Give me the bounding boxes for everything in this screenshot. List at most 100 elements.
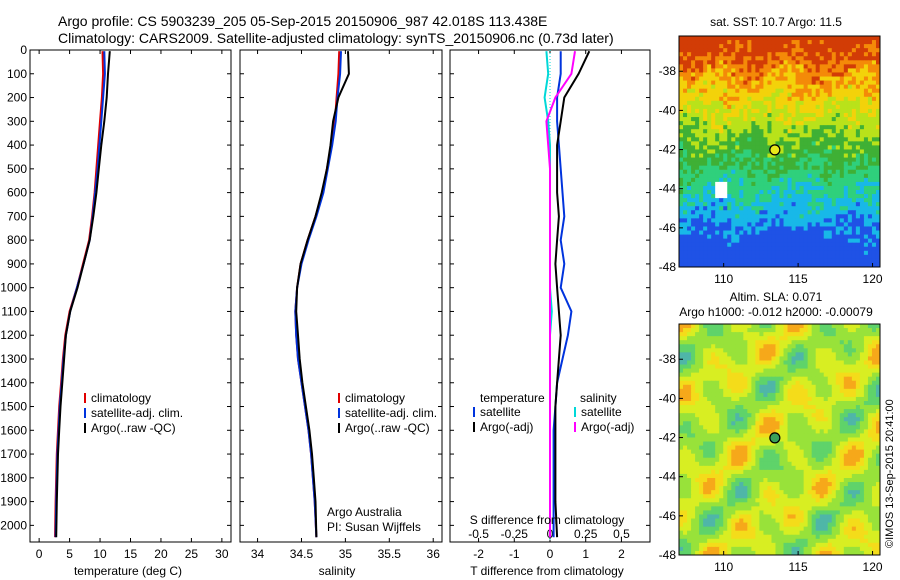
map-cell xyxy=(735,388,740,394)
map-cell xyxy=(683,121,688,126)
map-cell xyxy=(827,372,833,378)
map-cell xyxy=(783,421,789,426)
map-cell xyxy=(699,380,704,386)
map-cell xyxy=(711,64,716,69)
map-cell xyxy=(679,226,684,232)
map-cell xyxy=(859,238,865,244)
map-cell xyxy=(791,210,797,215)
map-cell xyxy=(699,230,704,236)
map-cell xyxy=(823,336,829,341)
map-cell xyxy=(735,376,740,382)
map-cell xyxy=(711,88,716,94)
map-cell xyxy=(799,165,805,171)
map-cell xyxy=(751,214,756,219)
map-cell xyxy=(839,145,845,150)
map-cell xyxy=(759,125,764,130)
map-cell xyxy=(843,56,849,61)
map-cell xyxy=(803,121,809,126)
map-cell xyxy=(679,165,684,171)
map-cell xyxy=(695,177,700,183)
map-cell xyxy=(735,258,740,264)
map-cell xyxy=(703,352,708,357)
map-cell xyxy=(763,380,768,386)
map-cell xyxy=(799,64,805,69)
map-cell xyxy=(703,360,708,366)
map-cell xyxy=(843,177,849,183)
map-cell xyxy=(691,145,696,150)
map-cell xyxy=(735,348,740,353)
map-cell xyxy=(787,88,793,94)
map-cell xyxy=(847,340,853,345)
map-cell xyxy=(843,80,849,86)
map-cell xyxy=(723,218,728,223)
y-tick-label: 600 xyxy=(7,186,27,200)
map-cell xyxy=(767,68,772,73)
map-cell xyxy=(779,100,785,106)
map-cell xyxy=(771,64,776,69)
map-cell xyxy=(775,96,780,102)
map-cell xyxy=(835,336,841,341)
map-cell xyxy=(695,368,700,374)
map-cell xyxy=(863,348,869,353)
series-line xyxy=(55,51,111,538)
map-cell xyxy=(819,230,825,236)
map-cell xyxy=(851,96,857,102)
map-cell xyxy=(807,254,813,260)
map-cell xyxy=(687,100,692,106)
map-cell xyxy=(727,141,732,146)
map-cell xyxy=(723,250,728,256)
map-cell xyxy=(791,222,797,227)
map-cell xyxy=(823,356,829,361)
map-cell xyxy=(739,396,744,402)
map-cell xyxy=(815,121,821,126)
map-cell xyxy=(859,218,865,223)
map-cell xyxy=(851,421,857,426)
map-cell xyxy=(683,421,688,426)
map-cell xyxy=(871,210,877,215)
map-cell xyxy=(839,88,845,94)
map-cell xyxy=(703,449,708,455)
map-cell xyxy=(699,113,704,118)
map-cell xyxy=(871,185,877,191)
map-cell xyxy=(727,218,732,223)
map-cell xyxy=(699,214,704,219)
map-cell xyxy=(815,100,821,106)
map-cell xyxy=(715,181,720,187)
map-cell xyxy=(771,44,776,49)
map-cell xyxy=(731,100,736,106)
map-cell xyxy=(827,324,833,329)
map-cell xyxy=(799,453,805,459)
map-cell xyxy=(827,141,833,146)
map-cell xyxy=(875,242,881,248)
map-cell xyxy=(715,344,720,349)
map-cell xyxy=(711,190,716,195)
map-cell xyxy=(735,445,740,451)
map-cell xyxy=(723,380,728,386)
map-cell xyxy=(711,328,716,333)
map-cell xyxy=(723,72,728,78)
map-cell xyxy=(827,60,833,65)
map-cell xyxy=(803,336,809,341)
map-cell xyxy=(727,429,732,434)
map-cell xyxy=(699,157,704,163)
map-cell xyxy=(735,372,740,378)
map-cell xyxy=(699,425,704,430)
map-cell xyxy=(739,60,744,65)
map-cell xyxy=(683,181,688,187)
map-cell xyxy=(755,210,760,215)
map-cell xyxy=(811,344,817,349)
map-cell xyxy=(687,129,692,134)
map-cell xyxy=(827,161,833,167)
map-cell xyxy=(787,92,793,98)
map-cell xyxy=(803,372,809,378)
map-cell xyxy=(751,60,756,65)
map-cell xyxy=(755,364,760,370)
map-cell xyxy=(827,202,833,207)
map-cell xyxy=(859,40,865,45)
map-cell xyxy=(763,413,768,418)
map-cell xyxy=(775,380,780,386)
map-cell xyxy=(703,117,708,122)
map-cell xyxy=(855,157,861,163)
map-cell xyxy=(843,262,849,268)
map-cell xyxy=(843,190,849,195)
